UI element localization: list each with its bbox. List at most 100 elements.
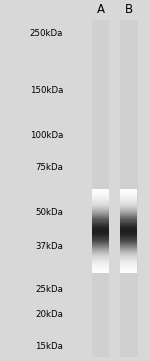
Bar (92, 233, 109, 234)
Bar (120, 262, 137, 263)
Bar (92, 269, 109, 270)
Bar (120, 238, 137, 239)
Bar (120, 195, 137, 196)
Bar (92, 210, 109, 211)
Bar (120, 255, 137, 256)
Bar (120, 201, 137, 203)
Bar (92, 256, 109, 257)
Bar (120, 254, 137, 255)
Bar (120, 230, 137, 231)
Bar (120, 216, 137, 217)
Bar (120, 208, 137, 209)
Bar (120, 233, 137, 234)
Bar (92, 229, 109, 230)
Bar (92, 213, 109, 214)
Bar (120, 211, 137, 212)
Bar (92, 253, 109, 254)
Bar (120, 189, 137, 190)
Bar (92, 235, 109, 236)
Bar (92, 234, 109, 235)
Bar (120, 248, 137, 249)
Bar (120, 194, 137, 195)
Bar (120, 243, 137, 244)
Bar (120, 203, 137, 204)
Bar (92, 207, 109, 208)
Bar (92, 247, 109, 248)
Bar (92, 271, 109, 272)
Bar (120, 229, 137, 230)
Bar (120, 198, 137, 199)
Bar (120, 200, 137, 201)
Bar (92, 225, 109, 226)
Bar (92, 231, 109, 232)
Bar (120, 227, 137, 228)
Bar (120, 264, 137, 265)
Bar (120, 236, 137, 238)
Bar (120, 228, 137, 229)
Bar (92, 243, 109, 244)
Bar (92, 224, 109, 225)
Bar (120, 225, 137, 226)
Bar (92, 264, 109, 265)
Bar (92, 208, 109, 209)
Bar (92, 257, 109, 258)
Bar (92, 251, 109, 252)
Bar (120, 268, 137, 269)
Bar (92, 204, 109, 205)
Bar (92, 189, 109, 190)
Bar (92, 248, 109, 249)
Bar (120, 256, 137, 257)
Bar (120, 266, 137, 267)
Bar (120, 251, 137, 252)
Bar (92, 20, 109, 357)
Bar (120, 232, 137, 233)
Bar (120, 234, 137, 235)
Bar (120, 20, 138, 357)
Bar (92, 191, 109, 192)
Bar (92, 270, 109, 271)
Bar (120, 191, 137, 192)
Bar (92, 268, 109, 269)
Bar (120, 258, 137, 260)
Bar (120, 250, 137, 251)
Bar (92, 222, 109, 223)
Bar (120, 270, 137, 271)
Bar (120, 218, 137, 219)
Bar (120, 269, 137, 270)
Bar (120, 247, 137, 248)
Bar (120, 192, 137, 193)
Bar (92, 238, 109, 239)
Bar (120, 226, 137, 227)
Bar (92, 194, 109, 195)
Bar (92, 193, 109, 194)
Bar (92, 197, 109, 198)
Bar (92, 206, 109, 207)
Bar (92, 214, 109, 215)
Bar (92, 203, 109, 204)
Bar (120, 252, 137, 253)
Bar (120, 222, 137, 223)
Bar (120, 219, 137, 221)
Bar (120, 257, 137, 258)
Bar (120, 210, 137, 211)
Bar (92, 228, 109, 229)
Bar (92, 249, 109, 250)
Bar (92, 263, 109, 264)
Bar (92, 272, 109, 273)
Bar (120, 217, 137, 218)
Bar (120, 253, 137, 254)
Bar (120, 215, 137, 216)
Bar (120, 223, 137, 224)
Bar (92, 246, 109, 247)
Bar (120, 231, 137, 232)
Text: A: A (97, 3, 105, 16)
Bar (92, 215, 109, 216)
Bar (120, 224, 137, 225)
Text: B: B (125, 3, 133, 16)
Bar (92, 195, 109, 196)
Bar (92, 216, 109, 217)
Bar (92, 265, 109, 266)
Bar (120, 204, 137, 205)
Bar (92, 254, 109, 255)
Bar (120, 209, 137, 210)
